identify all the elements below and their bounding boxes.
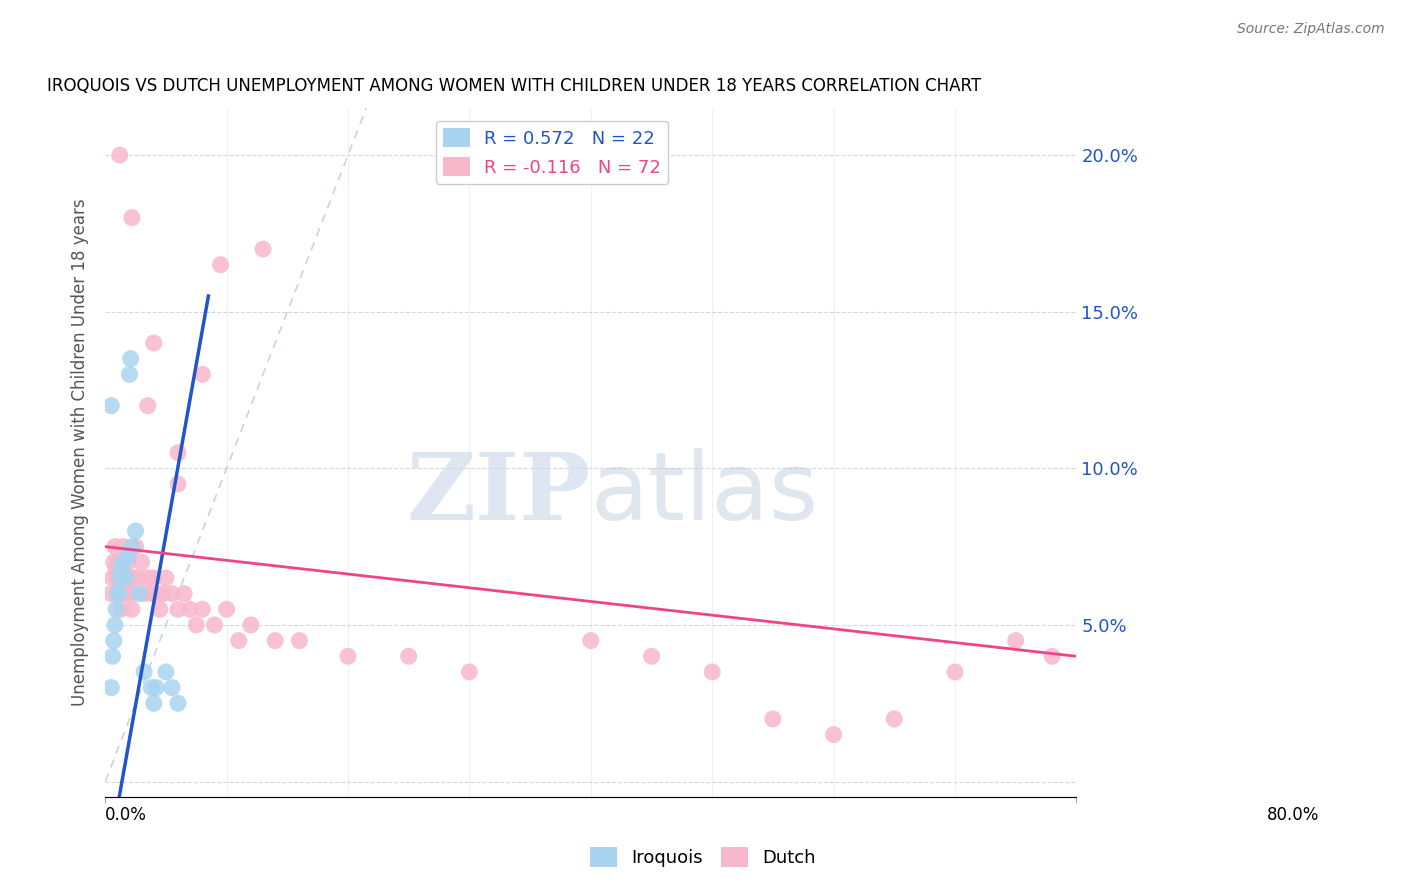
Point [111,561,134,575]
Text: ZIP: ZIP [406,449,591,539]
Point [579,633,602,648]
Point [105,602,128,616]
Point [132,587,155,601]
Text: 0.0%: 0.0% [105,805,148,823]
Point [141,587,163,601]
Point [288,633,311,648]
Point [943,665,966,679]
Text: IROQUOIS VS DUTCH UNEMPLOYMENT AMONG WOMEN WITH CHILDREN UNDER 18 YEARS CORRELAT: IROQUOIS VS DUTCH UNEMPLOYMENT AMONG WOM… [46,78,981,95]
Point [103,555,125,569]
Point [152,587,174,601]
Text: Source: ZipAtlas.com: Source: ZipAtlas.com [1237,22,1385,37]
Point [118,368,141,382]
Point [131,555,153,569]
Point [142,696,165,710]
Legend: Iroquois, Dutch: Iroquois, Dutch [582,839,824,874]
Point [118,571,141,585]
Point [160,587,183,601]
Point [127,571,149,585]
Point [104,540,127,554]
Point [145,681,167,695]
Point [167,477,190,491]
Point [179,602,201,616]
Point [458,665,481,679]
Point [149,602,172,616]
Point [145,587,167,601]
Point [128,587,150,601]
Point [823,728,845,742]
Point [101,649,124,664]
Point [100,587,122,601]
Point [124,524,146,538]
Point [122,571,145,585]
Point [110,561,132,575]
Point [337,649,360,664]
Point [398,649,420,664]
Point [132,665,155,679]
Point [173,587,195,601]
Point [115,587,138,601]
Point [100,399,122,413]
Point [124,540,146,554]
Point [108,571,131,585]
Point [108,587,131,601]
Point [167,602,190,616]
Point [141,681,163,695]
Point [105,561,128,575]
Text: atlas: atlas [591,448,820,540]
Point [104,618,127,632]
Point [264,633,287,648]
Point [105,571,128,585]
Point [115,571,138,585]
Point [228,633,250,648]
Point [191,368,214,382]
Point [117,555,139,569]
Point [103,633,125,648]
Point [121,602,143,616]
Point [112,555,135,569]
Point [112,540,135,554]
Point [167,696,190,710]
Point [191,602,214,616]
Y-axis label: Unemployment Among Women with Children Under 18 years: Unemployment Among Women with Children U… [72,199,89,706]
Point [702,665,724,679]
Point [107,555,129,569]
Point [114,571,136,585]
Point [142,336,165,351]
Point [160,681,183,695]
Point [239,618,262,632]
Point [110,602,132,616]
Text: 80.0%: 80.0% [1267,805,1319,823]
Point [121,211,143,225]
Point [120,587,142,601]
Point [204,618,226,632]
Point [209,258,232,272]
Point [107,587,129,601]
Point [762,712,785,726]
Point [136,571,159,585]
Point [883,712,905,726]
Point [167,445,190,459]
Point [252,242,274,256]
Legend: R = 0.572   N = 22, R = -0.116   N = 72: R = 0.572 N = 22, R = -0.116 N = 72 [436,120,668,184]
Point [108,148,131,162]
Point [115,571,138,585]
Point [215,602,238,616]
Point [155,665,177,679]
Point [121,540,143,554]
Point [136,399,159,413]
Point [120,351,142,366]
Point [117,549,139,563]
Point [1004,633,1026,648]
Point [142,571,165,585]
Point [155,571,177,585]
Point [100,681,122,695]
Point [640,649,662,664]
Point [101,571,124,585]
Point [105,587,128,601]
Point [1040,649,1063,664]
Point [186,618,208,632]
